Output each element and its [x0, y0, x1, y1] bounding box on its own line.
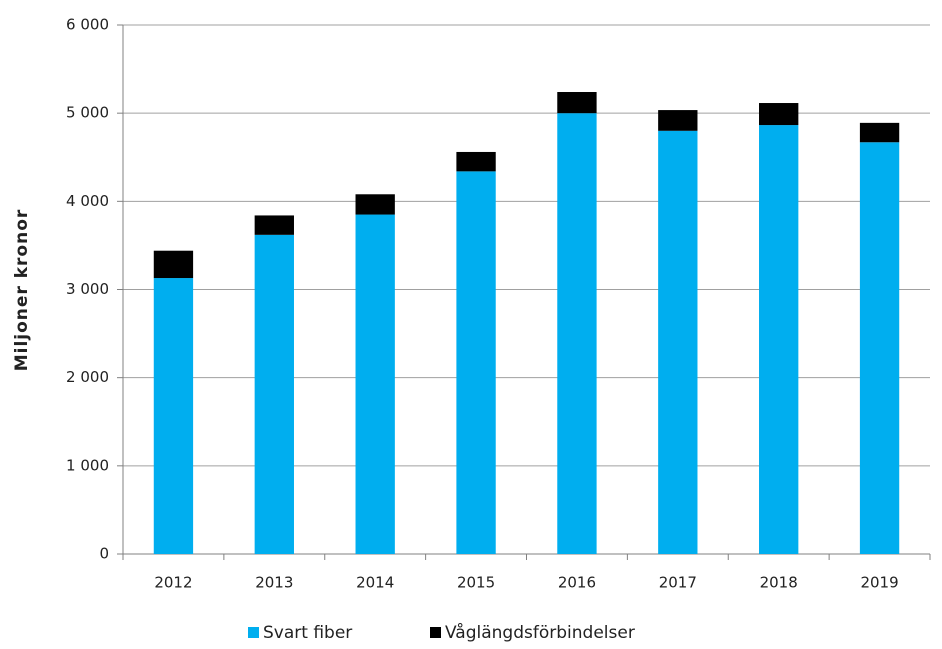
bar-segment	[153, 250, 194, 279]
x-tick-label: 2013	[255, 574, 293, 592]
bar-segment	[153, 278, 194, 554]
y-tick-label: 5 000	[66, 104, 109, 122]
x-tick-label: 2017	[659, 574, 697, 592]
y-tick-label: 6 000	[66, 16, 109, 34]
x-tick-label: 2012	[154, 574, 192, 592]
legend-swatch	[430, 627, 441, 638]
bar-segment	[859, 142, 900, 555]
bar-segment	[658, 110, 698, 131]
bar-segment	[456, 171, 496, 554]
x-tick-label: 2019	[860, 574, 898, 592]
bar-segment	[557, 113, 597, 555]
bar-segment	[759, 125, 799, 555]
legend-label: Våglängdsförbindelser	[445, 622, 635, 643]
bar-segment	[456, 151, 496, 172]
bar-segment	[254, 234, 294, 554]
y-tick-label: 4 000	[66, 192, 109, 210]
bar-segment	[355, 214, 395, 554]
x-tick-label: 2018	[760, 574, 798, 592]
x-tick-label: 2016	[558, 574, 596, 592]
bar-segment	[859, 122, 900, 143]
y-axis-label: Miljoner kronor	[12, 209, 32, 372]
y-tick-label: 2 000	[66, 368, 109, 386]
x-tick-label: 2014	[356, 574, 394, 592]
bar-segment	[557, 92, 597, 114]
y-tick-label: 0	[99, 545, 109, 563]
bar-segment	[355, 194, 395, 215]
legend-swatch	[248, 627, 259, 638]
y-tick-label: 1 000	[66, 456, 109, 474]
bar-segment	[658, 130, 698, 555]
legend-label: Svart fiber	[263, 623, 352, 643]
y-tick-label: 3 000	[66, 280, 109, 298]
bar-segment	[254, 215, 294, 235]
x-tick-label: 2015	[457, 574, 495, 592]
bar-segment	[759, 103, 799, 126]
